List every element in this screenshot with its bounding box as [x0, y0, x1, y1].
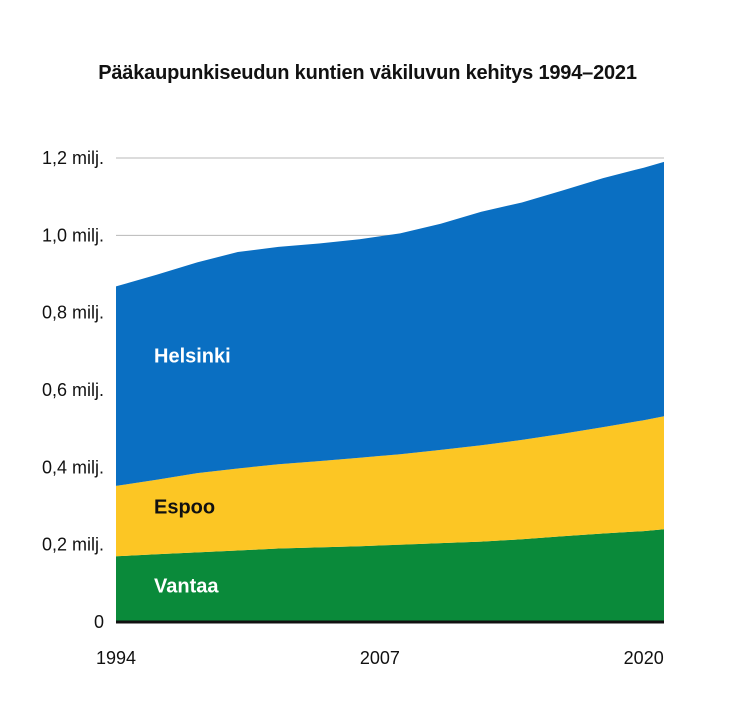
y-axis-ticks: 0 0,2 milj. 0,4 milj. 0,6 milj. 0,8 milj. 1,0… — [42, 148, 104, 632]
y-tick-label: 1,0 milj. — [42, 225, 104, 245]
series-label-helsinki: Helsinki — [154, 346, 231, 368]
area-vantaa — [116, 529, 664, 622]
series-labels: Vantaa Espoo Helsinki — [154, 346, 231, 598]
y-tick-label: 0,8 milj. — [42, 303, 104, 323]
y-tick-label: 0,2 milj. — [42, 535, 104, 555]
x-tick-label: 2007 — [360, 648, 400, 668]
area-series — [116, 161, 664, 622]
area-helsinki — [116, 161, 664, 486]
y-tick-label: 1,2 milj. — [42, 148, 104, 168]
series-label-espoo: Espoo — [154, 496, 215, 518]
chart-title: Pääkaupunkiseudun kuntien väkiluvun kehi… — [98, 62, 637, 84]
y-tick-label: 0 — [94, 612, 104, 632]
area-espoo — [116, 416, 664, 557]
y-tick-label: 0,6 milj. — [42, 380, 104, 400]
x-tick-label: 1994 — [96, 648, 136, 668]
x-tick-label: 2020 — [624, 648, 664, 668]
series-label-vantaa: Vantaa — [154, 575, 219, 597]
y-tick-label: 0,4 milj. — [42, 457, 104, 477]
x-axis-ticks: 1994 2007 2020 — [96, 648, 664, 668]
